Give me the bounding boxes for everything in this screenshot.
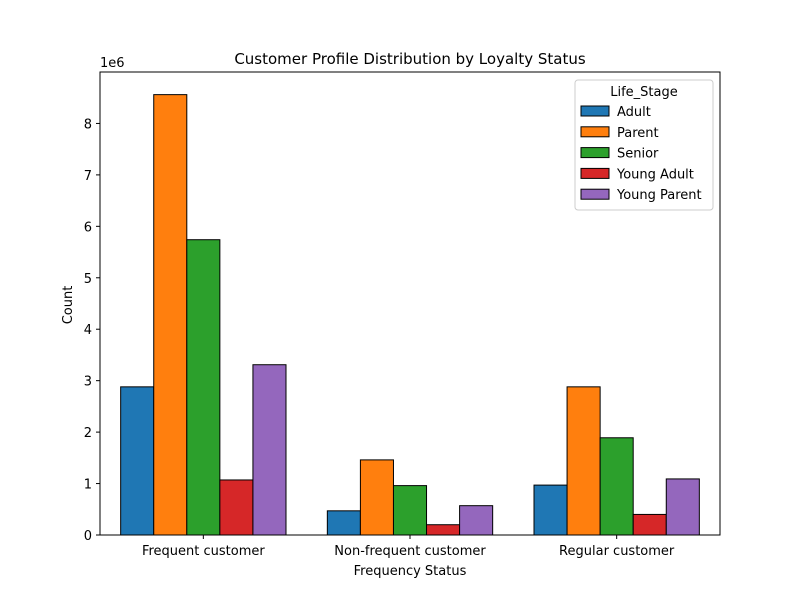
bar-young-parent-0 <box>252 364 287 536</box>
bar-adult-0 <box>120 386 155 536</box>
axes-group: 0 1 2 3 4 5 6 7 8 Frequent customer Non-frequent c… <box>84 71 721 559</box>
y-axis-label: Count <box>61 286 76 325</box>
legend-label-adult: Adult <box>617 105 651 120</box>
legend-swatch-young-adult <box>580 167 610 179</box>
bar-parent-1 <box>359 459 394 536</box>
y-tick-label: 7 <box>84 169 92 184</box>
legend-swatch-young-parent <box>580 188 610 200</box>
x-tick-label: Regular customer <box>559 544 675 559</box>
legend-label-senior: Senior <box>617 147 659 162</box>
y-tick-label: 2 <box>84 426 92 441</box>
y-tick-label: 6 <box>84 220 92 235</box>
legend-swatch-senior <box>580 147 610 159</box>
x-axis-label: Frequency Status <box>354 564 467 579</box>
legend-label-parent: Parent <box>617 126 659 141</box>
bar-parent-0 <box>153 94 188 536</box>
chart-title: Customer Profile Distribution by Loyalty… <box>234 50 585 68</box>
bar-senior-1 <box>392 485 428 536</box>
y-tick-label: 8 <box>84 117 92 132</box>
legend: Life_Stage Adult Parent Senior Young Adult Yo… <box>574 79 714 211</box>
bar-senior-2 <box>599 437 634 536</box>
legend-title: Life_Stage <box>610 85 678 100</box>
y-tick-label: 1 <box>84 478 92 493</box>
y-offset-label: 1e6 <box>100 56 125 71</box>
legend-swatch-adult <box>580 105 610 117</box>
y-tick-label: 0 <box>84 529 92 544</box>
bar-young-adult-1 <box>426 524 461 536</box>
bar-young-parent-1 <box>459 505 494 536</box>
legend-label-young-adult: Young Adult <box>616 167 694 182</box>
x-tick-label: Non-frequent customer <box>334 544 486 559</box>
bar-young-parent-2 <box>665 478 700 536</box>
bar-adult-1 <box>326 510 361 536</box>
bar-parent-2 <box>566 386 601 536</box>
bar-young-adult-2 <box>632 513 667 536</box>
bar-senior-0 <box>186 239 221 536</box>
bars-group <box>120 94 700 536</box>
y-tick-label: 5 <box>84 272 92 287</box>
y-tick-label: 3 <box>84 375 92 390</box>
bar-adult-2 <box>533 484 568 536</box>
legend-swatch-parent <box>580 126 610 138</box>
x-tick-label: Frequent customer <box>142 544 265 559</box>
legend-label-young-parent: Young Parent <box>616 188 702 203</box>
y-tick-label: 4 <box>84 323 92 338</box>
bar-young-adult-0 <box>219 479 254 536</box>
